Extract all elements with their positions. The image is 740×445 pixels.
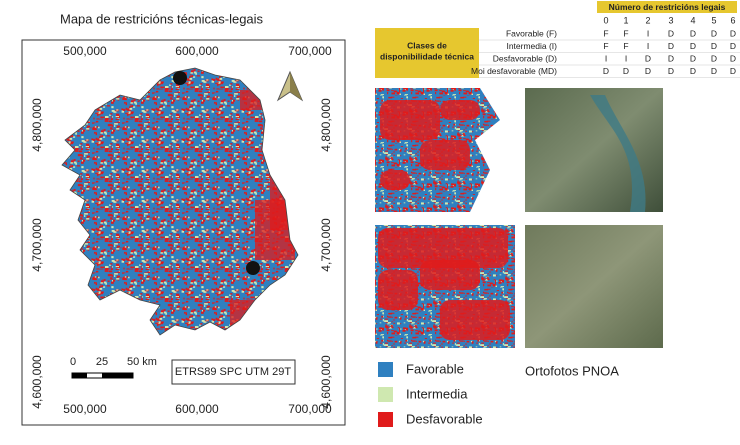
scale-label: 25 [96,356,108,368]
table-header-cell [597,1,737,13]
cell: D [668,53,674,63]
scale-label: 0 [70,356,76,368]
coord-label: 4,600,000 [30,355,44,409]
cell: D [645,66,651,76]
legend-swatch [378,362,393,377]
cell: D [711,66,717,76]
row-label: Moi desfavorable (MD) [471,66,557,76]
coord-label: 600,000 [175,402,219,416]
table-header: Número de restricións legais [609,2,726,12]
cell: D [730,41,736,51]
coord-label: 4,800,000 [30,98,44,152]
map-frame [21,39,346,426]
cell: F [623,28,628,38]
classified-red [420,140,470,170]
coord-label: 500,000 [63,402,107,416]
cell: D [711,28,717,38]
map-red-zone [230,300,270,330]
photo-caption: Ortofotos PNOA [525,363,619,378]
classified-image [375,88,515,348]
cell: D [730,66,736,76]
classified-red [380,170,410,190]
row-label: Intermedia (I) [506,41,557,51]
coord-label: 600,000 [175,44,219,58]
coord-label: 700,000 [288,44,332,58]
cell: I [605,53,607,63]
column-label: 3 [668,15,673,25]
row-label: Favorable (F) [506,28,557,38]
cell: D [711,53,717,63]
legend-label: Favorable [406,361,464,376]
north-arrow [276,70,304,102]
row-label: Desfavorable (D) [493,53,557,63]
classified-red [380,100,440,140]
classified-red [440,100,480,120]
cell: I [625,53,627,63]
cell: F [623,41,628,51]
map-body [62,68,298,335]
cell: D [690,41,696,51]
column-label: 1 [623,15,628,25]
coord-label: 500,000 [63,44,107,58]
row-group-label: disponibilidade técnica [380,51,474,61]
column-label: 2 [645,15,650,25]
cell: I [647,28,649,38]
scale-label: 50 km [127,356,157,368]
cell: I [647,41,649,51]
cell: D [645,53,651,63]
cell: D [668,28,674,38]
row-group-cell [375,28,479,78]
classified-red [440,300,510,340]
cell: D [668,66,674,76]
map-fill [62,68,298,335]
legend-label: Intermedia [406,386,468,401]
scale-bar [71,372,134,379]
classified-red [378,270,418,310]
cell: D [603,66,609,76]
coord-label: 4,700,000 [30,218,44,272]
crs-label: ETRS89 SPC UTM 29T [175,366,291,378]
column-label: 0 [603,15,608,25]
legend: Favorable Intermedia Desfavorable [378,361,483,427]
crs-box [171,359,296,385]
coord-label: 4,700,000 [319,218,333,272]
orthophoto-river [590,95,646,212]
cell: F [603,41,608,51]
coord-label: 4,800,000 [319,98,333,152]
legend-label: Desfavorable [406,411,483,426]
map-title: Mapa de restricións técnicas-legais [60,11,264,26]
orthophoto [525,225,663,348]
cell: D [711,41,717,51]
cell: D [668,41,674,51]
classified-nodata [470,88,515,212]
row-group-label: Clases de [407,40,447,50]
location-dot [173,71,187,85]
cell: D [690,66,696,76]
cell: D [730,53,736,63]
column-label: 6 [730,15,735,25]
coord-label: 4,600,000 [319,355,333,409]
classified-red [378,228,508,268]
legend-swatch [378,412,393,427]
cell: D [730,28,736,38]
column-label: 4 [690,15,695,25]
cell: F [603,28,608,38]
coord-label: 700,000 [288,402,332,416]
column-label: 5 [711,15,716,25]
legend-swatch [378,387,393,402]
location-dot [246,261,260,275]
cell: D [623,66,629,76]
map-outline [61,67,299,336]
cell: D [690,53,696,63]
cell: D [690,28,696,38]
classified-red [420,260,480,290]
